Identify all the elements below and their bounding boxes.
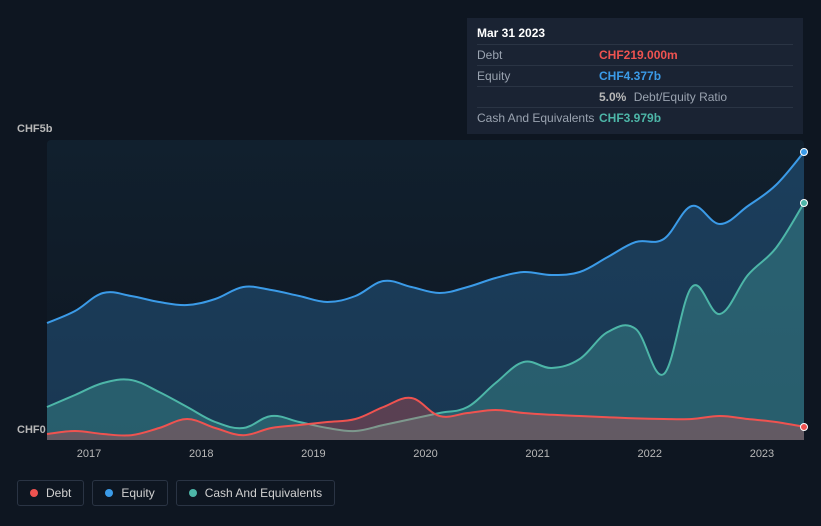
chart-container: Mar 31 2023 DebtCHF219.000mEquityCHF4.37…	[0, 0, 821, 526]
tooltip-row-label: Cash And Equivalents	[477, 111, 599, 125]
tooltip-row-value: CHF4.377b	[599, 69, 661, 83]
legend: Debt Equity Cash And Equivalents	[17, 480, 335, 506]
tooltip-row-label: Debt	[477, 48, 599, 62]
legend-label: Debt	[46, 486, 71, 500]
series-svg	[47, 140, 804, 440]
tooltip-row: 5.0% Debt/Equity Ratio	[477, 86, 793, 107]
tooltip-row-tag: Debt/Equity Ratio	[634, 90, 727, 104]
tooltip-row-value: CHF219.000m	[599, 48, 678, 62]
x-axis-tick: 2022	[638, 448, 662, 460]
series-marker	[800, 423, 808, 431]
x-axis-tick: 2018	[189, 448, 213, 460]
legend-dot-icon	[105, 489, 113, 497]
x-axis-tick: 2019	[301, 448, 325, 460]
x-axis: 2017 2018 2019 2020 2021 2022 2023	[47, 448, 804, 468]
tooltip-date: Mar 31 2023	[477, 24, 793, 44]
legend-item[interactable]: Equity	[92, 480, 167, 506]
tooltip-row-label	[477, 90, 599, 104]
chart-area: CHF5b CHF0 2017201820192020202120222023 …	[17, 124, 804, 522]
legend-item[interactable]: Cash And Equivalents	[176, 480, 335, 506]
x-axis-tick: 2020	[413, 448, 437, 460]
y-axis-label-top: CHF5b	[17, 123, 52, 135]
tooltip-row-value: CHF3.979b	[599, 111, 661, 125]
series-marker	[800, 199, 808, 207]
tooltip-row: DebtCHF219.000m	[477, 44, 793, 65]
legend-label: Equity	[121, 486, 154, 500]
y-axis-label-bottom: CHF0	[17, 424, 46, 436]
x-axis-tick: 2021	[525, 448, 549, 460]
x-axis-tick: 2017	[77, 448, 101, 460]
legend-item[interactable]: Debt	[17, 480, 84, 506]
tooltip-row-label: Equity	[477, 69, 599, 83]
legend-dot-icon	[30, 489, 38, 497]
legend-label: Cash And Equivalents	[205, 486, 322, 500]
tooltip-row: EquityCHF4.377b	[477, 65, 793, 86]
plot-region[interactable]	[47, 140, 804, 440]
tooltip-panel: Mar 31 2023 DebtCHF219.000mEquityCHF4.37…	[467, 18, 803, 134]
series-marker	[800, 148, 808, 156]
tooltip-row-value: 5.0% Debt/Equity Ratio	[599, 90, 727, 104]
legend-dot-icon	[189, 489, 197, 497]
x-axis-tick: 2023	[750, 448, 774, 460]
